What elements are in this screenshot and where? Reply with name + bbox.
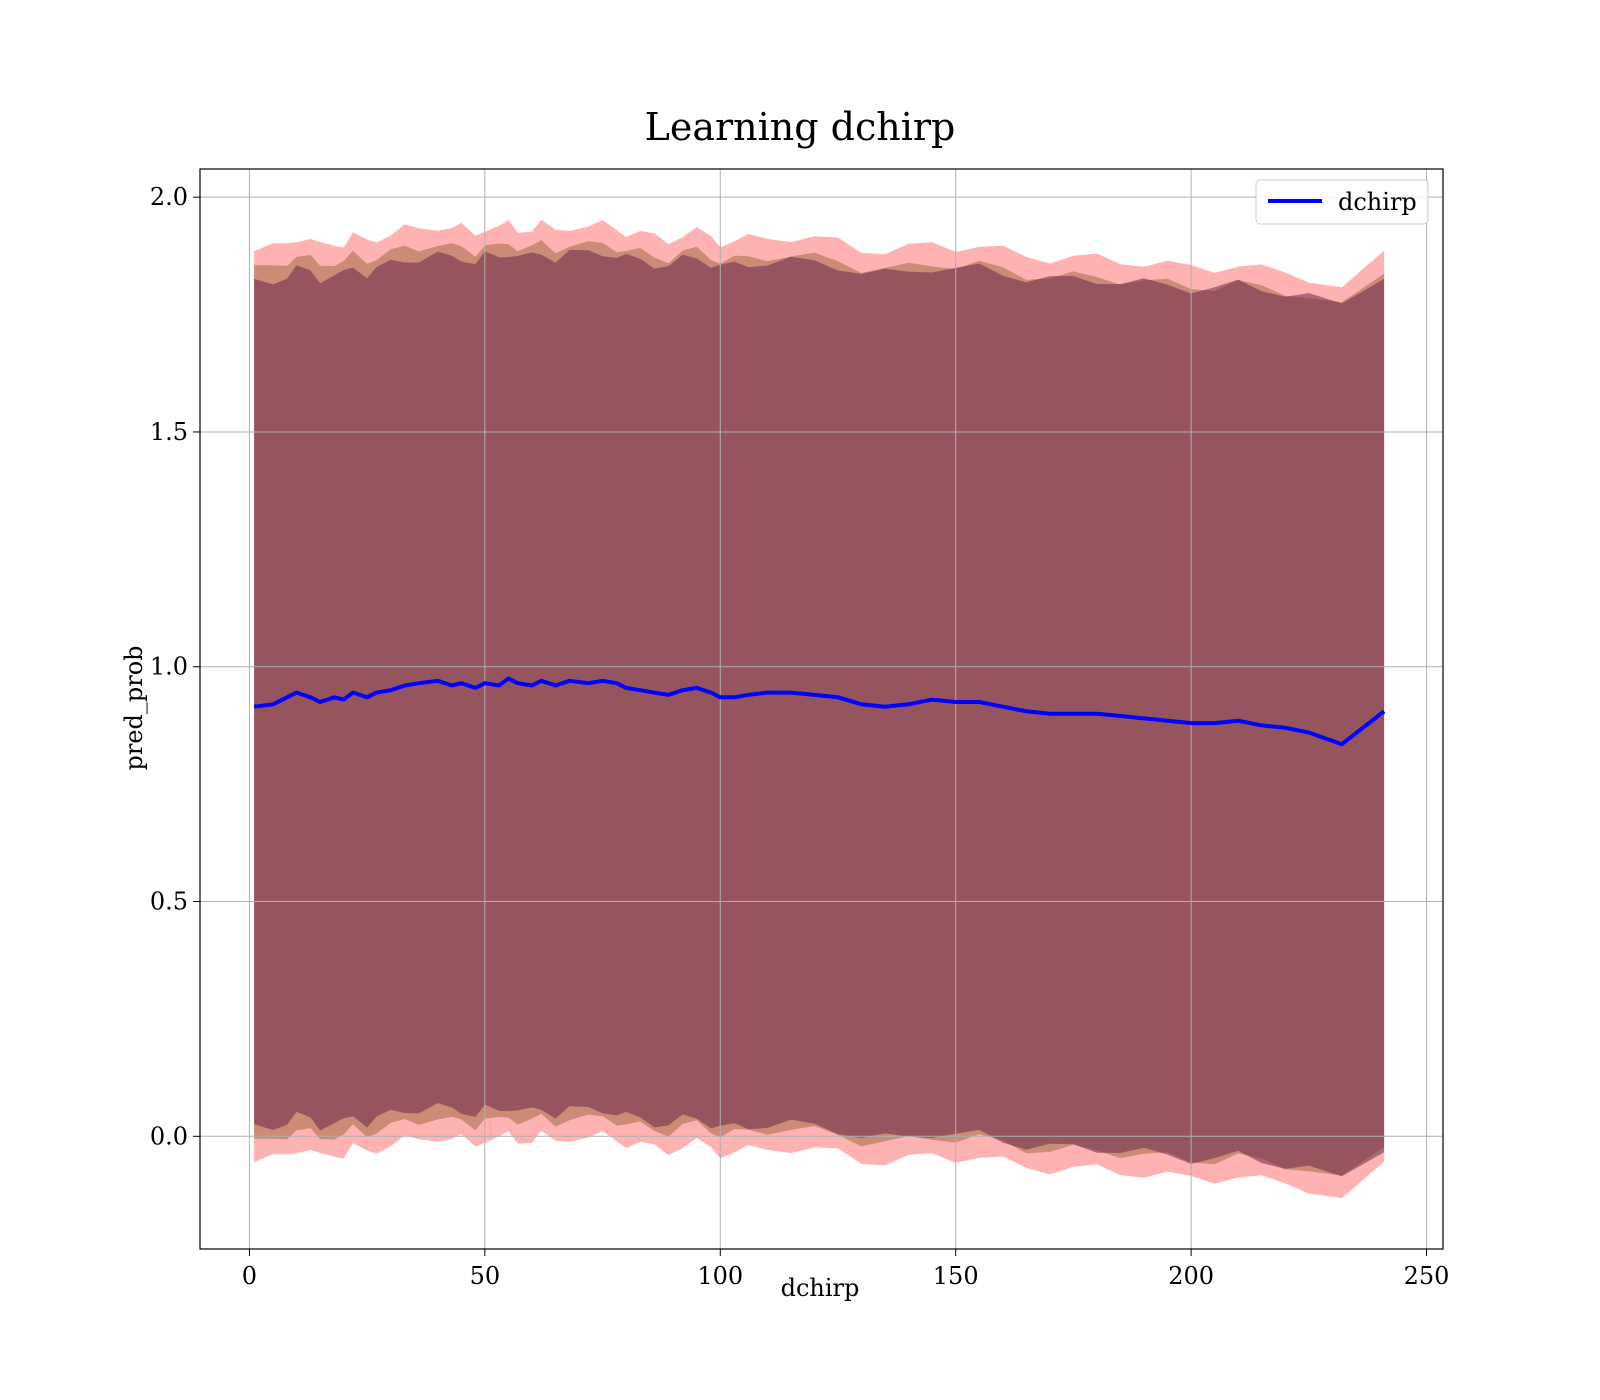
legend: dchirp [1255, 179, 1429, 225]
x-tick-label: 0 [242, 1262, 257, 1290]
legend-entry-dchirp: dchirp [1338, 188, 1417, 216]
x-tick-label: 50 [470, 1262, 501, 1290]
plot-frame [199, 168, 1444, 1250]
legend-box [1255, 179, 1429, 225]
y-tick-label: 2.0 [150, 183, 188, 211]
confidence-band-3 [254, 249, 1385, 1177]
x-axis-label: dchirp [781, 1274, 860, 1302]
x-tick-label: 150 [933, 1262, 979, 1290]
x-tick-label: 250 [1404, 1262, 1450, 1290]
x-tick-label: 200 [1168, 1262, 1214, 1290]
y-tick-label: 0.5 [150, 888, 188, 916]
y-tick-label: 1.0 [150, 653, 188, 681]
plot-area: 0 50 100 150 200 250 0.0 0.5 1.0 1.5 2.0 [150, 168, 1450, 1290]
chart-title: Learning dchirp [645, 105, 956, 149]
x-tick-label: 100 [697, 1262, 743, 1290]
y-tick-label: 1.5 [150, 418, 188, 446]
y-axis-label: pred_prob [120, 645, 148, 770]
series-line-dchirp [253, 676, 1386, 747]
y-tick-label: 0.0 [150, 1122, 188, 1150]
